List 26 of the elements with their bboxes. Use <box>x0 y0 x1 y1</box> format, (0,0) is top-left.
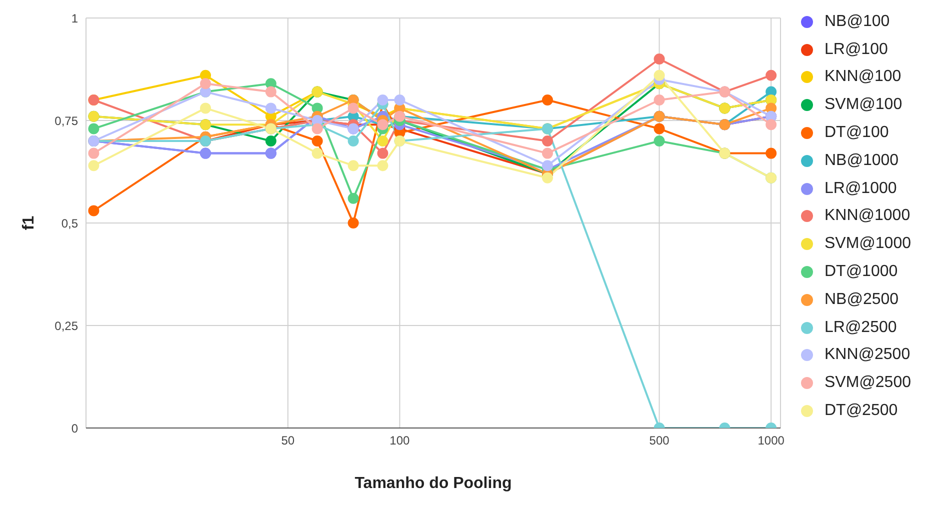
x-tick-label: 100 <box>390 434 410 448</box>
legend-label: KNN@1000 <box>824 207 910 226</box>
legend-label: DT@1000 <box>824 263 898 282</box>
y-axis-title: f1 <box>20 216 38 230</box>
legend-label: DT@100 <box>824 124 889 142</box>
legend-label: LR@2500 <box>824 318 897 337</box>
x-tick-label: 1000 <box>758 434 785 448</box>
legend-label: LR@1000 <box>824 180 897 198</box>
x-axis-title: Tamanho do Pooling <box>354 475 512 492</box>
legend-label: NB@2500 <box>824 290 899 309</box>
legend-label: NB@100 <box>824 12 890 31</box>
legend-label: DT@2500 <box>824 402 898 420</box>
x-tick-label: 500 <box>649 434 670 448</box>
y-tick-label: 0 <box>71 421 78 436</box>
legend-label: LR@100 <box>824 40 888 59</box>
y-tick-label: 0,5 <box>61 216 78 230</box>
x-tick-label: 50 <box>281 434 295 448</box>
legend-label: NB@1000 <box>824 152 899 170</box>
legend-label: SVM@2500 <box>824 374 911 392</box>
legend-label: SVM@1000 <box>824 235 911 254</box>
legend-label: KNN@100 <box>824 68 902 86</box>
legend-label: KNN@2500 <box>824 346 910 364</box>
legend-label: SVM@100 <box>824 96 902 114</box>
y-tick-label: 0,25 <box>54 318 78 333</box>
y-tick-label: 0,75 <box>54 114 78 128</box>
y-tick-label: 1 <box>71 11 78 26</box>
